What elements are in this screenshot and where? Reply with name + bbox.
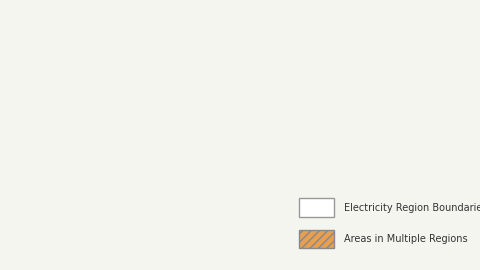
Text: Electricity Region Boundaries: Electricity Region Boundaries xyxy=(344,203,480,213)
FancyBboxPatch shape xyxy=(300,198,334,217)
Text: Areas in Multiple Regions: Areas in Multiple Regions xyxy=(344,234,468,244)
FancyBboxPatch shape xyxy=(300,230,334,248)
